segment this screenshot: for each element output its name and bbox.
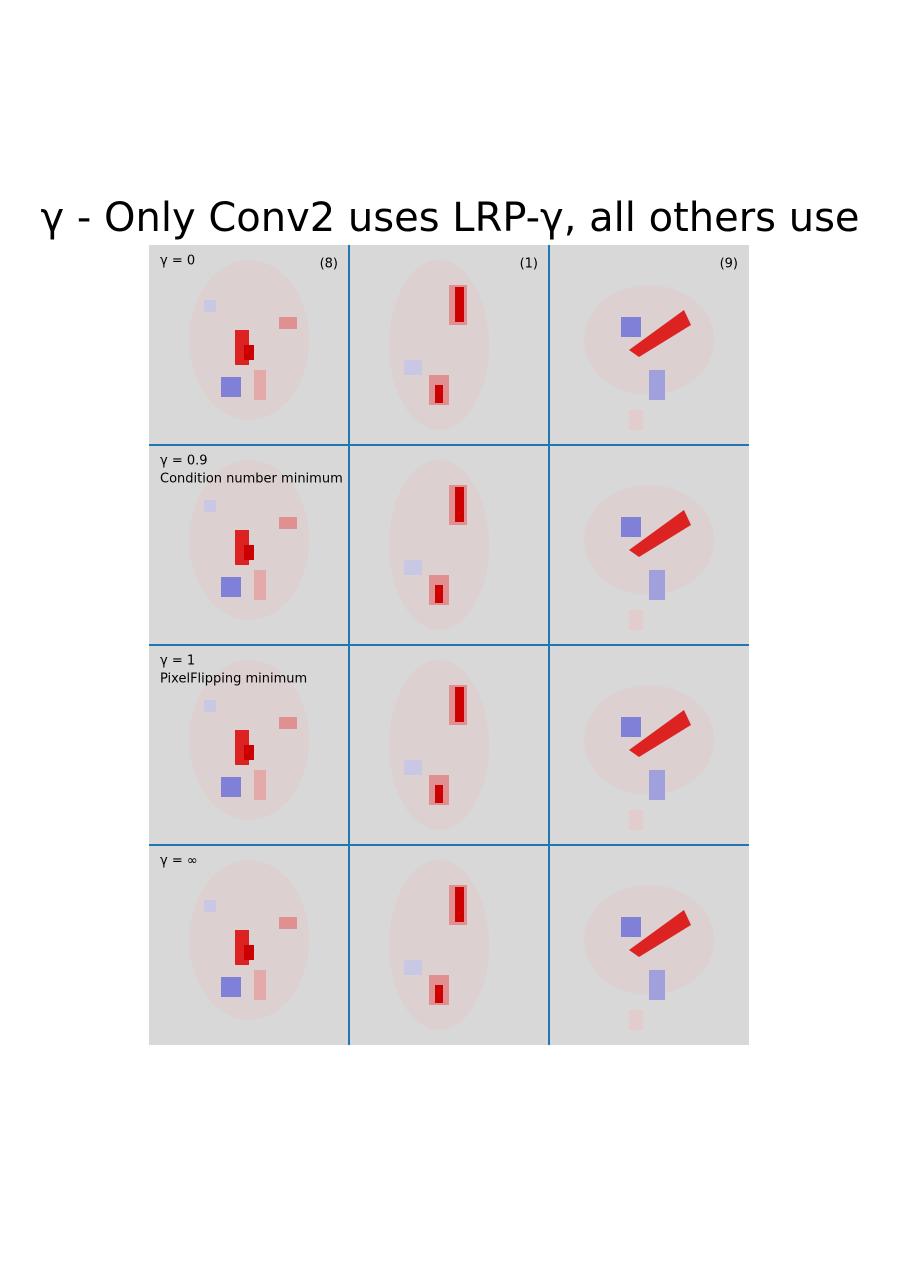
heatmap-panel bbox=[149, 645, 349, 845]
figure-title: γ - Only Conv2 uses LRP-γ, all others us… bbox=[40, 195, 859, 241]
relevance-pattern bbox=[629, 610, 643, 630]
heatmap-panel bbox=[349, 445, 549, 645]
relevance-pattern bbox=[435, 585, 443, 603]
relevance-pattern bbox=[435, 985, 443, 1003]
heatmap-panel bbox=[349, 245, 549, 445]
relevance-pattern bbox=[221, 777, 241, 797]
row-note: PixelFlipping minimum bbox=[160, 672, 307, 687]
relevance-pattern bbox=[621, 717, 641, 737]
row-label: γ = 0 bbox=[160, 254, 195, 269]
relevance-pattern bbox=[629, 510, 691, 557]
relevance-pattern bbox=[221, 577, 241, 597]
heatmap-panel bbox=[549, 445, 749, 645]
relevance-pattern bbox=[629, 810, 643, 830]
relevance-pattern bbox=[435, 785, 443, 803]
heatmap-panel bbox=[149, 845, 349, 1045]
relevance-pattern bbox=[455, 287, 464, 322]
relevance-pattern bbox=[455, 887, 464, 922]
relevance-pattern bbox=[629, 1010, 643, 1030]
relevance-pattern bbox=[221, 977, 241, 997]
heatmap-panel bbox=[349, 845, 549, 1045]
relevance-pattern bbox=[204, 900, 216, 912]
relevance-pattern bbox=[649, 370, 665, 400]
heatmap-panel bbox=[149, 445, 349, 645]
relevance-pattern bbox=[629, 310, 691, 357]
column-label: (1) bbox=[520, 257, 538, 272]
relevance-pattern bbox=[649, 770, 665, 800]
relevance-pattern bbox=[629, 710, 691, 757]
row-label: γ = 0.9 bbox=[160, 454, 208, 469]
relevance-pattern bbox=[204, 500, 216, 512]
relevance-pattern bbox=[629, 910, 691, 957]
heatmap-panel bbox=[549, 645, 749, 845]
relevance-pattern bbox=[649, 970, 665, 1000]
row-label: γ = 1 bbox=[160, 654, 195, 669]
relevance-pattern bbox=[404, 360, 422, 375]
heatmap-panel bbox=[549, 245, 749, 445]
relevance-pattern bbox=[279, 917, 297, 929]
relevance-pattern bbox=[244, 345, 254, 360]
column-label: (9) bbox=[720, 257, 738, 272]
relevance-pattern bbox=[244, 545, 254, 560]
relevance-pattern bbox=[244, 745, 254, 760]
column-label: (8) bbox=[320, 257, 338, 272]
relevance-pattern bbox=[221, 377, 241, 397]
relevance-pattern bbox=[254, 770, 266, 800]
relevance-pattern bbox=[435, 385, 443, 403]
relevance-pattern bbox=[404, 560, 422, 575]
relevance-pattern bbox=[404, 960, 422, 975]
relevance-pattern bbox=[204, 700, 216, 712]
relevance-pattern bbox=[279, 717, 297, 729]
panel-grid: γ = 0 γ = 0.9 Condition number minimum γ = … bbox=[149, 245, 749, 1045]
relevance-pattern bbox=[279, 317, 297, 329]
heatmap-panel bbox=[149, 245, 349, 445]
relevance-pattern bbox=[649, 570, 665, 600]
relevance-pattern bbox=[455, 687, 464, 722]
row-label: γ = ∞ bbox=[160, 854, 198, 869]
relevance-pattern bbox=[455, 487, 464, 522]
relevance-pattern bbox=[254, 570, 266, 600]
relevance-pattern bbox=[279, 517, 297, 529]
relevance-pattern bbox=[254, 970, 266, 1000]
relevance-pattern bbox=[254, 370, 266, 400]
relevance-pattern bbox=[204, 300, 216, 312]
row-note: Condition number minimum bbox=[160, 472, 343, 487]
relevance-pattern bbox=[629, 410, 643, 430]
relevance-pattern bbox=[621, 517, 641, 537]
heatmap-panel bbox=[549, 845, 749, 1045]
relevance-pattern bbox=[621, 917, 641, 937]
relevance-pattern bbox=[404, 760, 422, 775]
relevance-pattern bbox=[621, 317, 641, 337]
heatmap-panel bbox=[349, 645, 549, 845]
relevance-pattern bbox=[244, 945, 254, 960]
